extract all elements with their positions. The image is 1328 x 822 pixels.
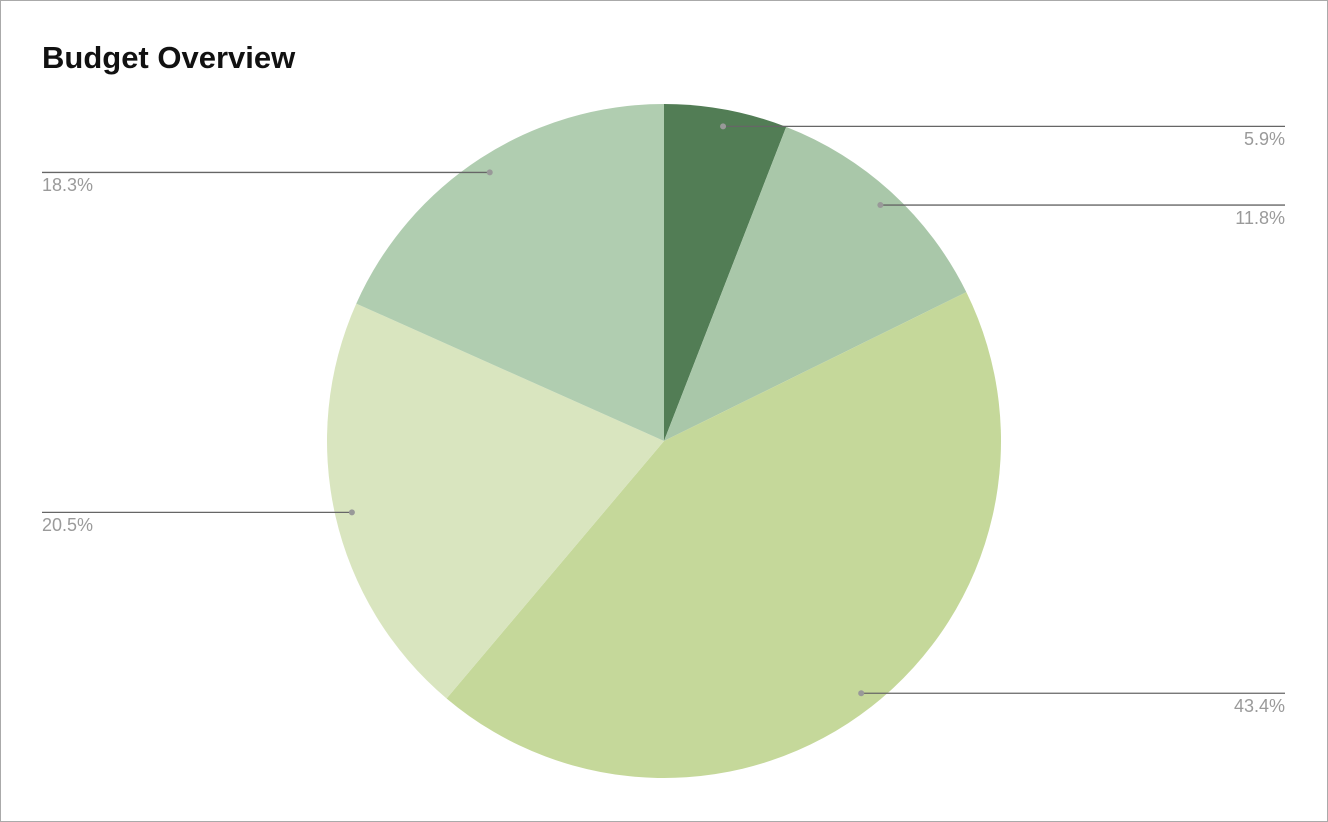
leader-dot — [858, 690, 865, 697]
data-label: 43.4% — [1234, 696, 1285, 716]
chart-title: Budget Overview — [42, 40, 296, 75]
data-label: 20.5% — [42, 515, 93, 535]
pie-slice — [446, 292, 1001, 779]
leader-dot — [720, 123, 727, 130]
leader-dot — [486, 169, 493, 176]
pie-slice — [326, 303, 664, 699]
data-label: 18.3% — [42, 175, 93, 195]
leader-dot — [348, 509, 355, 516]
data-label: 5.9% — [1244, 129, 1285, 149]
data-label: 11.8% — [1235, 208, 1285, 228]
pie-slice — [356, 104, 664, 441]
pie-slice — [664, 104, 787, 441]
leader-dot — [877, 202, 884, 209]
